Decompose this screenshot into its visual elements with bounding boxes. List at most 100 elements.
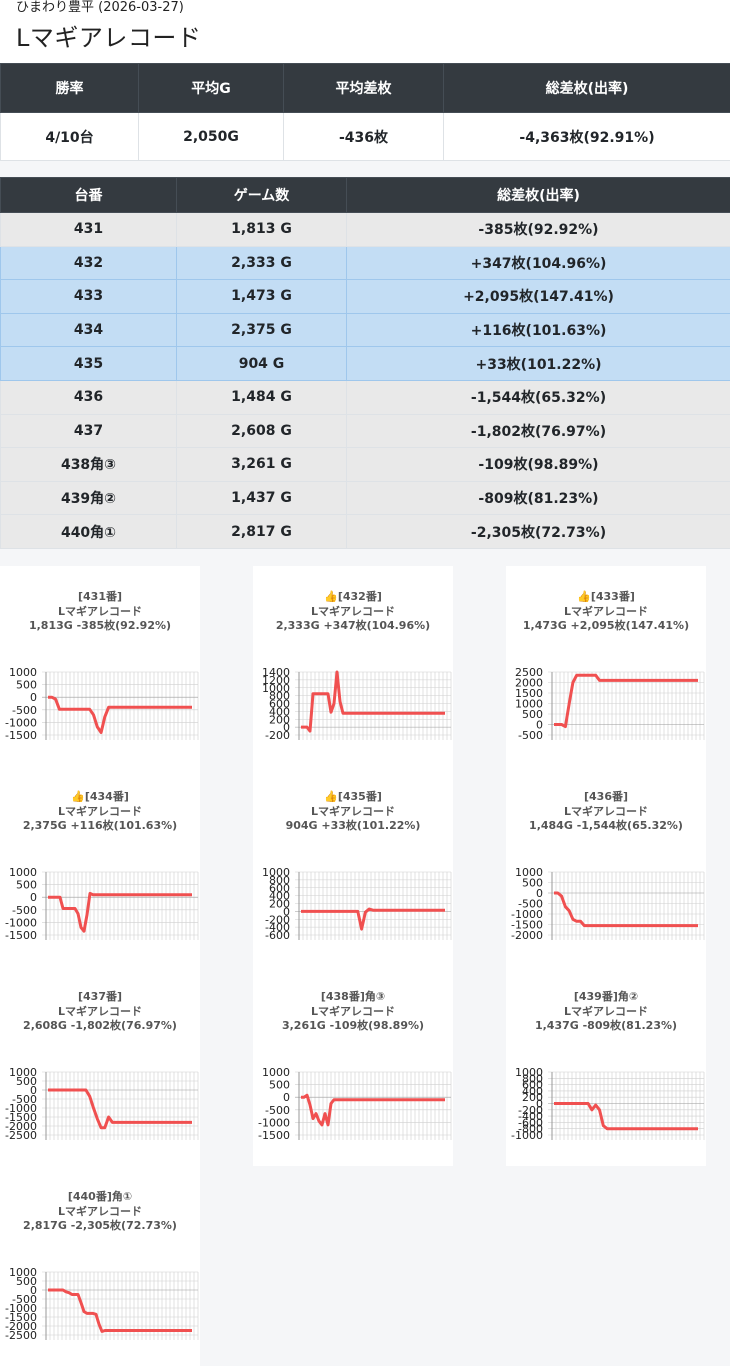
total-diff-cell: +116枚(101.63%) [346,312,730,348]
game-count-cell: 2,375 G [176,312,347,348]
chart-title-line: [436番] [583,790,629,803]
y-tick-label: 400 [269,705,290,718]
y-tick-label: 0 [536,719,543,732]
summary-avg-games: 2,050G [138,112,284,161]
table-row: 434 2,375 G +116枚(101.63%) [0,312,730,348]
y-tick-label: -400 [518,1110,543,1123]
chart-card: [436番] Lマギアレコード 1,484G -1,544枚(65.32%) 1000… [506,766,706,966]
chart-title-line: Lマギアレコード [563,604,648,618]
chart-title: [440番]角① Lマギアレコード 2,817G -2,305枚(72.73%) [0,1190,200,1234]
y-tick-label: -1000 [511,908,543,921]
unit-number-cell: 439角② [0,480,177,516]
y-tick-label: 0 [283,905,290,918]
y-tick-label: 600 [269,698,290,711]
y-tick-label: 400 [522,1085,543,1098]
chart-title-line: Lマギアレコード [57,1204,142,1218]
y-tick-label: 1500 [515,687,543,700]
total-diff-cell: -109枚(98.89%) [346,447,730,482]
chart-title: 👍[435番] Lマギアレコード 904G +33枚(101.22%) [253,790,453,834]
y-tick-label: 1000 [262,866,290,879]
y-tick-label: 600 [269,882,290,895]
table-row: 435 904 G +33枚(101.22%) [0,346,730,381]
summary-avg-diff: -436枚 [283,112,444,161]
y-tick-label: 1000 [262,682,290,695]
chart-title-line: [439番]角② [573,990,639,1003]
y-tick-label: 1000 [515,1066,543,1079]
total-diff-cell: -809枚(81.23%) [346,480,730,516]
summary-win-rate: 4/10台 [0,112,139,161]
y-tick-label: 500 [522,877,543,890]
y-tick-label: -500 [12,1293,37,1306]
y-tick-label: 1000 [515,866,543,879]
y-tick-label: 1000 [9,1066,37,1079]
y-tick-label: -2000 [5,1120,37,1133]
unit-number-cell: 438角③ [0,447,177,482]
y-tick-label: -500 [518,729,543,742]
y-tick-label: -500 [265,1104,290,1117]
chart-title-line: 3,261G -109枚(98.89%) [281,1019,425,1032]
y-tick-label: 600 [522,1079,543,1092]
chart-card: 👍[434番] Lマギアレコード 2,375G +116枚(101.63%) 1000… [0,766,200,966]
y-tick-label: -500 [12,1093,37,1106]
chart-title-line: Lマギアレコード [563,1004,648,1018]
summary-header-total-diff: 総差枚(出率) [443,63,730,113]
series-line [301,670,445,733]
units-table-body: 431 1,813 G -385枚(92.92%) 432 2,333 G +347枚(1… [0,212,730,549]
summary-total-diff: -4,363枚(92.91%) [443,112,730,161]
y-tick-label: 1400 [262,666,290,679]
game-count-cell: 1,437 G [176,480,347,516]
y-tick-label: 500 [16,679,37,692]
y-tick-label: 500 [16,1075,37,1088]
y-tick-label: 0 [30,1084,37,1097]
table-row: 436 1,484 G -1,544枚(65.32%) [0,379,730,415]
y-tick-label: 200 [522,1091,543,1104]
chart-title-line: Lマギアレコード [310,604,395,618]
y-tick-label: 0 [283,721,290,734]
y-tick-label: 0 [536,887,543,900]
table-row: 433 1,473 G +2,095枚(147.41%) [0,279,730,314]
chart-card: [437番] Lマギアレコード 2,608G -1,802枚(76.97%) 1000… [0,966,200,1166]
y-tick-label: -1000 [5,1102,37,1115]
units-header-diff: 総差枚(出率) [346,177,730,213]
chart-title-line: Lマギアレコード [310,804,395,818]
y-tick-label: -500 [12,704,37,717]
y-tick-label: -1500 [5,1111,37,1124]
summary-header-win-rate: 勝率 [0,63,139,113]
y-tick-label: 0 [30,891,37,904]
units-header-games: ゲーム数 [176,177,347,213]
chart-title-line: [431番] [77,590,123,603]
chart-title: [439番]角② Lマギアレコード 1,437G -809枚(81.23%) [506,990,706,1034]
y-tick-label: -200 [265,913,290,926]
y-tick-label: -1500 [5,929,37,942]
series-line [554,673,698,729]
chart-title-line: 1,473G +2,095枚(147.41%) [522,619,690,632]
chart-card: [438番]角③ Lマギアレコード 3,261G -109枚(98.89%) 1000… [253,966,453,1166]
table-row: 432 2,333 G +347枚(104.96%) [0,245,730,281]
total-diff-cell: -385枚(92.92%) [346,212,730,247]
chart-title: 👍[434番] Lマギアレコード 2,375G +116枚(101.63%) [0,790,200,834]
chart-title-line: 👍[433番] [577,590,635,603]
total-diff-cell: -2,305枚(72.73%) [346,514,730,549]
table-row: 440角① 2,817 G -2,305枚(72.73%) [0,514,730,549]
chart-card: 👍[433番] Lマギアレコード 1,473G +2,095枚(147.41%) 25… [506,566,706,766]
table-row: 431 1,813 G -385枚(92.92%) [0,212,730,247]
chart-card: 👍[435番] Lマギアレコード 904G +33枚(101.22%) 1000 800… [253,766,453,966]
series-line [554,1102,698,1131]
chart-title-line: 👍[435番] [324,790,382,803]
chart-title-line: Lマギアレコード [563,804,648,818]
chart-title-line: 2,375G +116枚(101.63%) [22,819,178,832]
game-count-cell: 1,484 G [176,379,347,415]
y-tick-label: 1200 [262,674,290,687]
table-row: 437 2,608 G -1,802枚(76.97%) [0,413,730,449]
y-tick-label: 500 [16,879,37,892]
y-tick-label: 2000 [515,677,543,690]
y-tick-label: 1000 [9,666,37,679]
y-tick-label: 800 [269,874,290,887]
unit-number-cell: 433 [0,279,177,314]
y-tick-label: 0 [283,1091,290,1104]
chart-card: [439番]角② Lマギアレコード 1,437G -809枚(81.23%) 1000… [506,966,706,1166]
